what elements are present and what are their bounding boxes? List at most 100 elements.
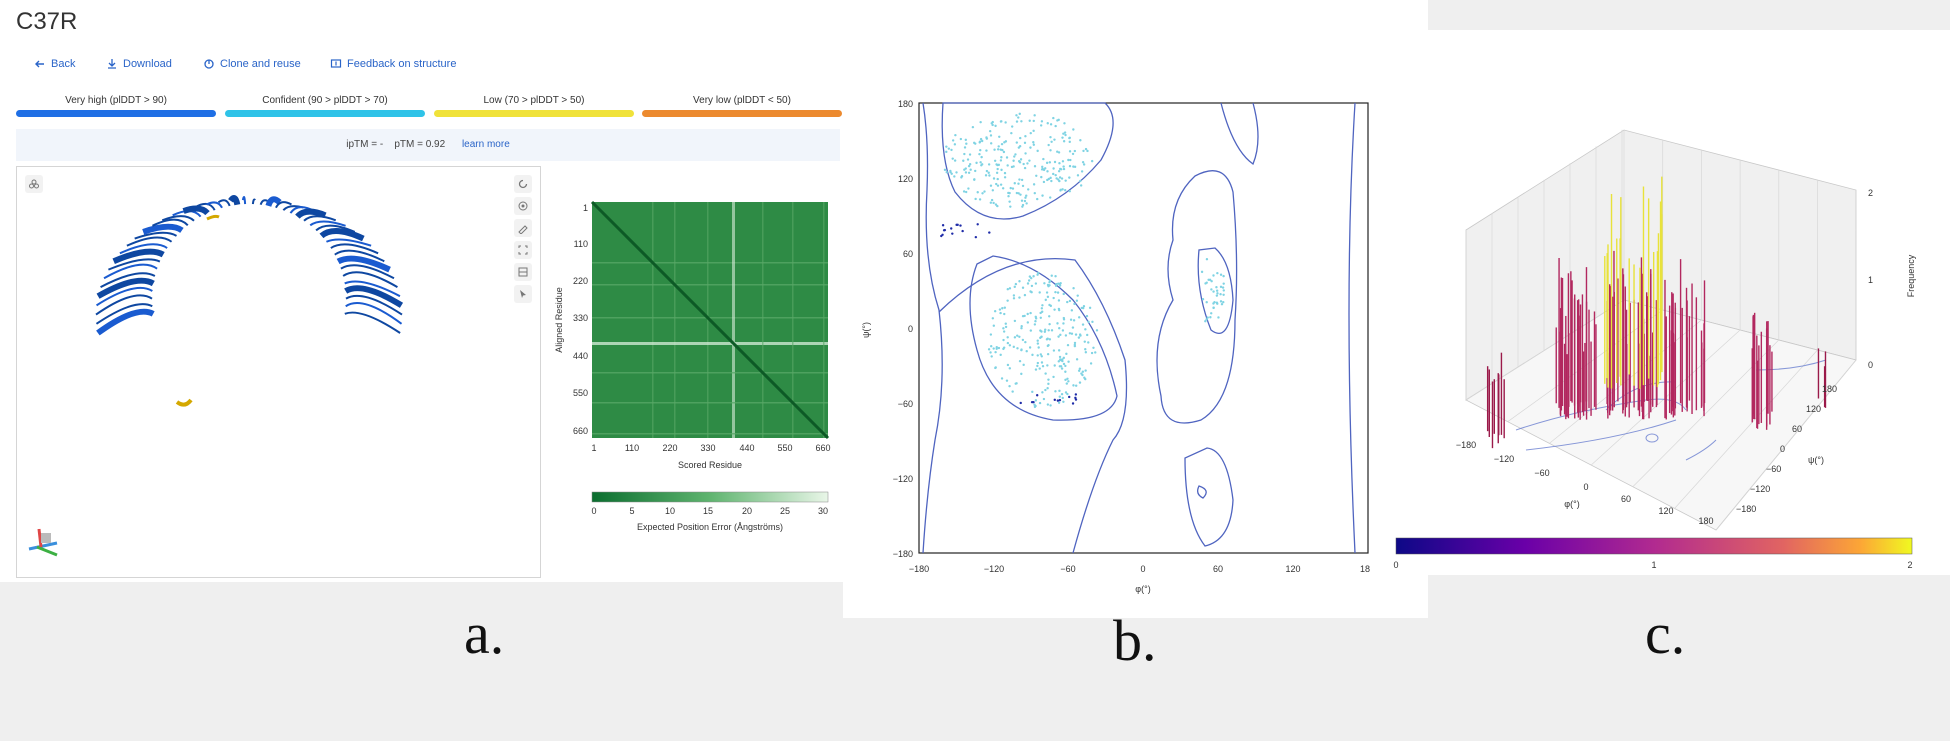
residue-point (1064, 370, 1067, 373)
y-tick: −180 (893, 549, 913, 559)
residue-point (1008, 287, 1012, 290)
pae-x-tick: 550 (777, 443, 792, 453)
residue-point (1003, 312, 1006, 316)
ribbon-strand (334, 249, 385, 263)
back-button[interactable]: Back (34, 58, 75, 70)
residue-point (978, 141, 981, 144)
learn-more-link[interactable]: learn more (461, 139, 510, 150)
residue-point (1058, 389, 1061, 393)
colorbar-tick: 1 (1651, 560, 1656, 570)
pae-plot: Aligned Residue Scored Residue 1 110 220… (554, 200, 831, 532)
residue-point (989, 184, 993, 187)
residue-point (1073, 341, 1077, 345)
clone-button[interactable]: Clone and reuse (203, 58, 301, 70)
residue-point (973, 141, 976, 145)
residue-point (1060, 392, 1064, 396)
ribbon-strand (95, 303, 153, 325)
residue-point (992, 177, 996, 180)
residue-point (1020, 178, 1024, 182)
residue-point (1040, 310, 1044, 313)
residue-point (1067, 360, 1070, 363)
axes-gizmo-icon (28, 528, 58, 557)
residue-point (1060, 177, 1064, 180)
residue-point (1028, 346, 1032, 349)
residue-point (1027, 279, 1031, 282)
residue-point (1003, 306, 1007, 309)
settings-button[interactable] (514, 263, 532, 281)
psi-axis-label: ψ(°) (1808, 455, 1824, 465)
residue-point (1035, 394, 1039, 397)
residue-point (1072, 384, 1075, 387)
residue-point (1026, 321, 1030, 324)
pae-stripe (592, 284, 828, 286)
fullscreen-button[interactable] (514, 241, 532, 259)
residue-point (1048, 315, 1051, 318)
residue-point (1083, 340, 1086, 343)
residue-point (966, 158, 970, 161)
residue-point (1050, 140, 1053, 144)
residue-point (1089, 362, 1093, 365)
residue-point (1034, 399, 1038, 402)
pae-y-tick: 440 (573, 351, 588, 361)
ribbon-strand (96, 277, 155, 299)
select-button[interactable] (514, 285, 532, 303)
ribbon-strand (161, 215, 195, 222)
z-tick: 1 (1868, 275, 1873, 285)
residue-point (1037, 346, 1040, 349)
feedback-button[interactable]: Feedback on structure (330, 58, 456, 70)
residue-point (959, 137, 963, 141)
residue-point (1034, 317, 1038, 320)
residue-point (1052, 296, 1055, 300)
ribbon-strand (112, 248, 165, 265)
residue-point (1001, 187, 1005, 190)
molecule-menu-button[interactable] (25, 175, 43, 193)
ribbon-strand (340, 264, 395, 280)
pae-y-tick: 220 (573, 276, 588, 286)
residue-point (955, 171, 958, 174)
residue-point (1044, 372, 1047, 375)
residue-point (1003, 176, 1007, 179)
focus-button[interactable] (514, 197, 532, 215)
residue-point (1023, 166, 1027, 170)
residue-point (1058, 162, 1061, 165)
residue-point (969, 168, 972, 171)
residue-point (995, 182, 998, 186)
residue-point (1018, 178, 1021, 181)
pae-stripe (592, 372, 828, 374)
residue-point (1040, 307, 1044, 310)
residue-point (1011, 187, 1015, 190)
residue-point (1053, 138, 1056, 141)
residue-point (1056, 150, 1059, 153)
contour-line (922, 102, 943, 554)
residue-point (1030, 276, 1033, 280)
residue-point (1009, 205, 1012, 208)
ribbon-strand (336, 255, 391, 273)
residue-point (1221, 286, 1225, 289)
residue-point (1076, 174, 1080, 177)
residue-point (1028, 119, 1031, 122)
pae-colorbar-tick: 5 (629, 506, 634, 516)
residue-point (1219, 285, 1223, 289)
paint-button[interactable] (514, 219, 532, 237)
y-tick: 120 (898, 174, 913, 184)
reset-view-button[interactable] (514, 175, 532, 193)
residue-point (1052, 349, 1056, 352)
residue-point (979, 120, 982, 124)
residue-point (1029, 131, 1032, 135)
residue-point (1027, 188, 1030, 191)
molecule-icon (29, 179, 39, 189)
residue-point (1040, 335, 1043, 338)
download-button[interactable]: Download (106, 58, 172, 70)
residue-point (1003, 171, 1007, 175)
residue-point (979, 148, 982, 152)
structure-viewer[interactable] (16, 166, 541, 578)
reset-view-icon (518, 179, 528, 189)
residue-point (1060, 367, 1064, 370)
residue-point (1073, 343, 1077, 347)
residue-point (1034, 282, 1038, 285)
pae-stripe (592, 262, 828, 264)
residue-point (945, 170, 948, 174)
pae-x-tick: 440 (739, 443, 754, 453)
residue-point (1084, 369, 1087, 372)
residue-point (1021, 338, 1025, 342)
